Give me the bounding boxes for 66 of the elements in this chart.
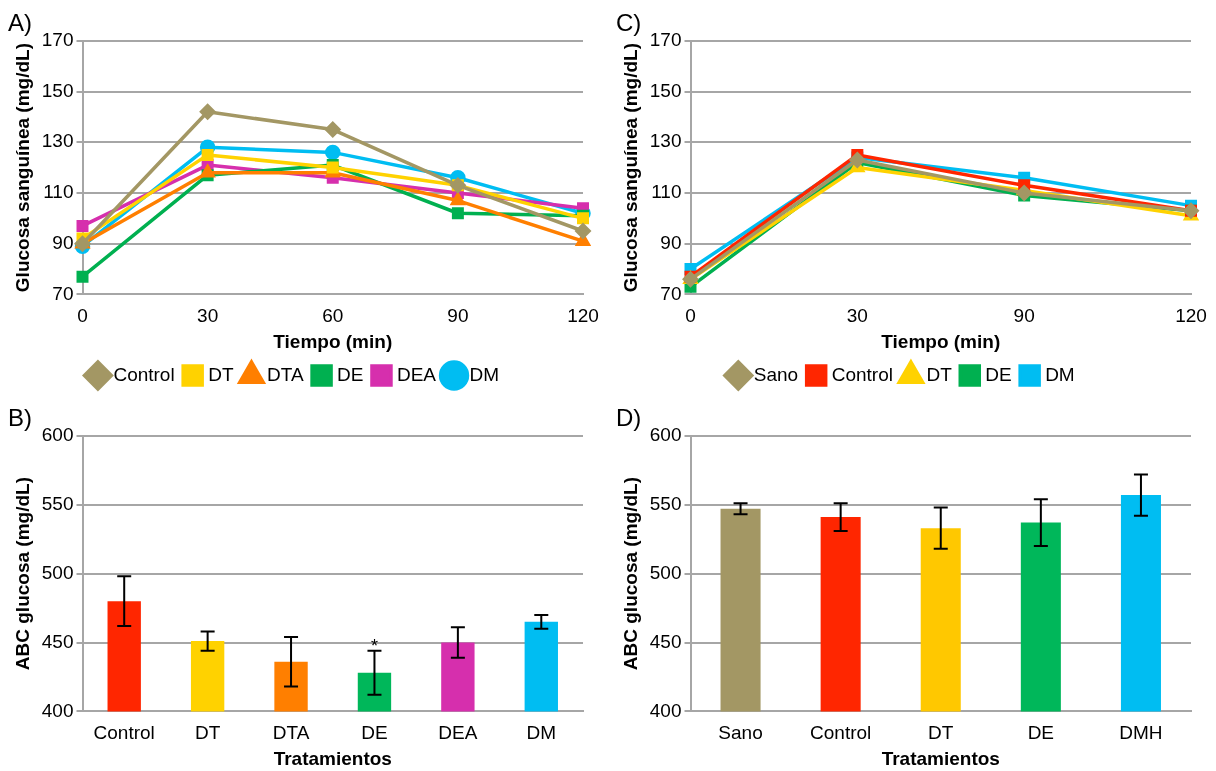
y-tick-label: 90 — [660, 231, 682, 253]
x-axis-title: Tratamientos — [881, 747, 1000, 769]
x-tick-label: DT — [928, 722, 954, 744]
y-tick-label: 170 — [649, 29, 682, 51]
chart-title: B) — [8, 404, 32, 432]
x-tick-label: 30 — [846, 305, 868, 327]
x-tick-label: DE — [1027, 722, 1055, 744]
y-tick-label: 90 — [52, 231, 74, 253]
y-tick-label: 70 — [52, 282, 74, 304]
legend-label: DE — [985, 363, 1012, 385]
y-tick-label: 150 — [41, 79, 74, 101]
legend-label: DTA — [266, 363, 304, 385]
y-tick-label: 130 — [41, 130, 74, 152]
y-axis-title: Glucosa sanguínea (mg/dL) — [619, 43, 641, 293]
y-axis-title: Glucosa sanguínea (mg/dL) — [11, 43, 33, 293]
x-tick-label: DTA — [272, 722, 310, 744]
legend-label: DEA — [396, 363, 437, 385]
x-axis-title: Tratamientos — [273, 747, 392, 769]
y-tick-label: 170 — [41, 29, 74, 51]
legend-label: Sano — [753, 363, 799, 385]
y-tick-label: 550 — [41, 492, 74, 514]
y-tick-label: 110 — [43, 181, 74, 203]
x-tick-label: 0 — [77, 305, 88, 327]
y-tick-label: 450 — [649, 630, 682, 652]
y-axis-title: ABC glucosa (mg/dL) — [11, 477, 33, 671]
x-tick-label: 30 — [197, 305, 219, 327]
y-tick-label: 400 — [41, 699, 74, 721]
x-tick-label: 0 — [685, 305, 696, 327]
x-tick-label: 60 — [322, 305, 344, 327]
legend-label: Control — [113, 363, 175, 385]
x-tick-label: 120 — [1175, 305, 1207, 327]
x-tick-label: Sano — [718, 722, 763, 744]
legend-label: DT — [926, 363, 953, 385]
legend-label: DT — [208, 363, 234, 385]
legend-label: DM — [1045, 363, 1075, 385]
x-axis-title: Tiempo (min) — [273, 330, 393, 352]
x-tick-label: Control — [93, 722, 155, 744]
y-tick-label: 450 — [41, 630, 74, 652]
x-tick-label: Control — [810, 722, 872, 744]
chart-title: C) — [616, 9, 642, 37]
legend-label: DM — [469, 363, 500, 385]
x-tick-label: DM — [526, 722, 557, 744]
chart-title: D) — [616, 404, 642, 432]
y-axis-title: ABC glucosa (mg/dL) — [619, 477, 641, 671]
x-tick-label: 90 — [447, 305, 469, 327]
annotation: * — [370, 635, 378, 656]
x-axis-title: Tiempo (min) — [881, 330, 1001, 352]
y-tick-label: 500 — [649, 561, 682, 583]
legend-label: Control — [831, 363, 893, 385]
legend-label: DE — [337, 363, 364, 385]
x-tick-label: DT — [194, 722, 221, 744]
x-tick-label: 120 — [567, 305, 599, 327]
y-tick-label: 600 — [649, 424, 682, 446]
x-tick-label: DEA — [438, 722, 478, 744]
y-tick-label: 600 — [41, 424, 74, 446]
y-tick-label: 130 — [649, 130, 682, 152]
chart-title: A) — [8, 9, 32, 37]
y-tick-label: 110 — [651, 181, 682, 203]
x-tick-label: DE — [361, 722, 388, 744]
y-tick-label: 400 — [649, 699, 682, 721]
x-tick-label: 90 — [1013, 305, 1035, 327]
x-tick-label: DMH — [1119, 722, 1163, 744]
y-tick-label: 550 — [649, 492, 682, 514]
y-tick-label: 70 — [660, 282, 682, 304]
y-tick-label: 150 — [649, 79, 682, 101]
y-tick-label: 500 — [41, 561, 74, 583]
